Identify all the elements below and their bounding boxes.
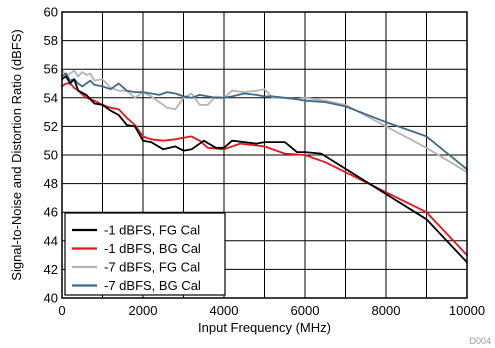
x-tick-label: 6000 xyxy=(291,303,320,318)
plot-frame xyxy=(61,11,468,299)
legend: -1 dBFS, FG Cal -1 dBFS, BG Cal -7 dBFS, F… xyxy=(64,212,226,296)
figure-id: D004 xyxy=(469,336,491,346)
y-tick-label: 58 xyxy=(44,33,58,48)
series-line-4 xyxy=(61,72,468,171)
series-line-2 xyxy=(61,82,468,257)
x-tick-label: 2000 xyxy=(129,303,158,318)
y-tick-label: 48 xyxy=(44,176,58,191)
y-tick-label: 46 xyxy=(44,205,58,220)
y-tick-label: 40 xyxy=(44,291,58,306)
x-tick-label: 0 xyxy=(58,303,65,318)
legend-label: -1 dBFS, FG Cal xyxy=(104,223,200,238)
series-lines xyxy=(61,68,468,264)
series-line-1 xyxy=(61,75,468,264)
legend-box xyxy=(64,212,226,296)
y-tick-label: 50 xyxy=(44,148,58,163)
x-axis-title: Input Frequency (MHz) xyxy=(198,320,331,335)
x-tick-label: 8000 xyxy=(372,303,401,318)
legend-label: -7 dBFS, FG Cal xyxy=(104,260,200,275)
legend-label: -1 dBFS, BG Cal xyxy=(104,241,201,256)
y-axis-title: Signal-to-Noise and Distortion Ratio (dB… xyxy=(9,29,24,280)
y-tick-label: 54 xyxy=(44,90,58,105)
y-tick-label: 42 xyxy=(44,262,58,277)
x-tick-label: 4000 xyxy=(210,303,239,318)
x-tick-label: 10000 xyxy=(449,303,485,318)
legend-label: -7 dBFS, BG Cal xyxy=(104,278,201,293)
y-tick-label: 56 xyxy=(44,62,58,77)
y-tick-label: 52 xyxy=(44,119,58,134)
tick-labels: 0 2000 4000 6000 8000 10000 40 42 44 46 48 50 52 54 56… xyxy=(44,5,486,319)
y-tick-label: 44 xyxy=(44,233,58,248)
y-tick-label: 60 xyxy=(44,5,58,20)
